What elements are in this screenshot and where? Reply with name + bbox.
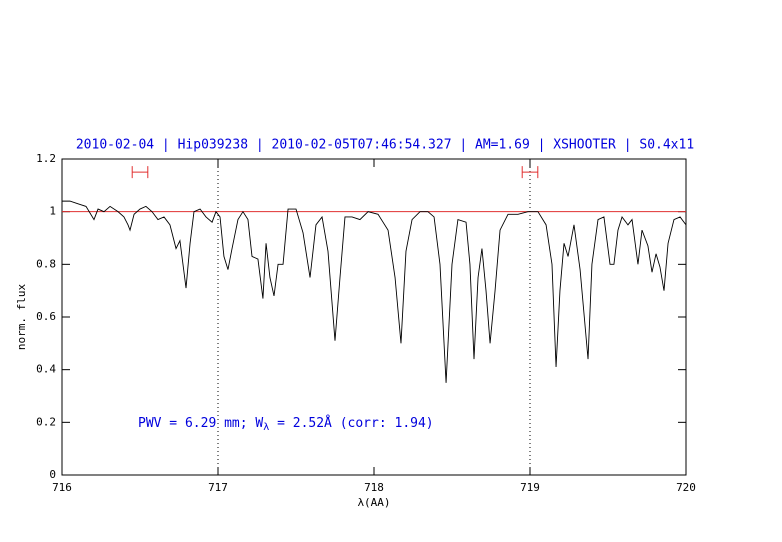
y-tick-label: 0.2 <box>36 415 56 428</box>
y-tick-label: 1 <box>49 205 56 218</box>
y-tick-label: 0 <box>49 468 56 481</box>
annotation: PWV = 6.29 mm; Wλ = 2.52Å (corr: 1.94) <box>138 415 434 434</box>
x-tick-label: 717 <box>208 481 228 494</box>
x-axis-label: λ(AA) <box>357 496 390 509</box>
range-marker <box>521 166 539 179</box>
y-tick-label: 0.4 <box>36 363 56 376</box>
x-tick-label: 719 <box>520 481 540 494</box>
annotation-part: = 2.52Å (corr: 1.94) <box>269 415 433 431</box>
x-tick-label: 718 <box>364 481 384 494</box>
spectrum-line <box>62 200 687 383</box>
x-tick-label: 720 <box>676 481 696 494</box>
y-axis-label: norm. flux <box>15 284 28 351</box>
annotation-part: PWV = 6.29 mm; W <box>138 416 263 431</box>
range-marker <box>131 166 149 179</box>
y-tick-label: 0.6 <box>36 310 56 323</box>
annotation-sub: λ <box>263 422 269 433</box>
y-tick-label: 1.2 <box>36 152 56 165</box>
y-tick-label: 0.8 <box>36 257 56 270</box>
x-tick-label: 716 <box>52 481 72 494</box>
chart-title: 2010-02-04 | Hip039238 | 2010-02-05T07:4… <box>76 138 694 153</box>
